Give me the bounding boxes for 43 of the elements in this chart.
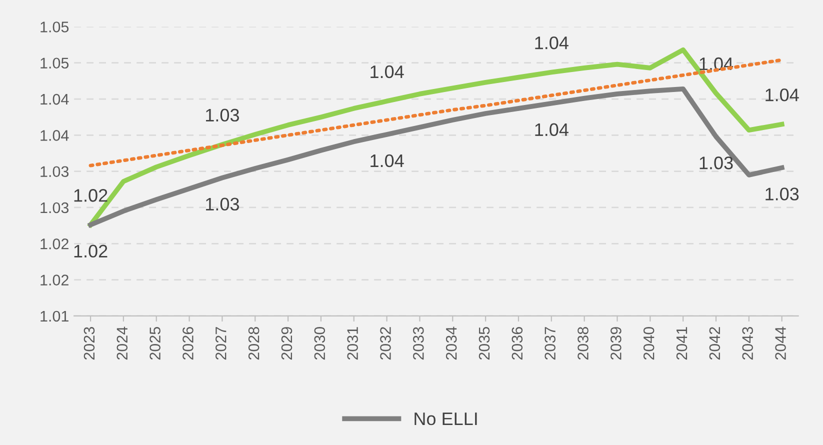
- x-tick-label: 2033: [413, 327, 424, 360]
- x-tick-label: 2044: [775, 326, 786, 360]
- data-label: 1.03: [206, 198, 239, 211]
- y-tick-label: 1.04: [40, 94, 69, 105]
- x-tick-label: 2034: [446, 326, 457, 360]
- data-label: 1.03: [700, 156, 733, 170]
- x-tick-label: 2036: [512, 327, 523, 360]
- y-tick-label: 1.03: [40, 202, 69, 214]
- data-label: 1.04: [766, 88, 799, 102]
- y-tick-label: 1.01: [40, 310, 68, 322]
- data-label: 1.02: [74, 244, 108, 258]
- data-label: 1.03: [766, 188, 799, 200]
- data-label: 1.04: [370, 65, 404, 78]
- y-tick-label: 1.02: [40, 274, 68, 286]
- x-tick-label: 2029: [281, 327, 292, 360]
- x-tick-label: 2041: [676, 327, 688, 360]
- x-tick-label: 2039: [610, 327, 622, 360]
- y-tick-label: 1.05: [40, 58, 69, 69]
- y-tick-label: 1.03: [40, 166, 69, 178]
- x-tick-label: 2037: [544, 327, 556, 360]
- x-tick-label: 2043: [742, 327, 754, 360]
- data-label: 1.02: [74, 189, 108, 202]
- y-tick-label: 1.04: [40, 130, 69, 141]
- x-tick-label: 2025: [150, 327, 160, 360]
- x-tick-label: 2038: [578, 327, 588, 360]
- x-tick-label: 2024: [116, 326, 128, 360]
- x-tick-label: 2023: [84, 327, 95, 360]
- x-tick-label: 2032: [380, 327, 391, 360]
- x-tick-label: 2028: [248, 327, 260, 360]
- data-label: 1.04: [370, 154, 404, 168]
- y-tick-label: 1.05: [40, 22, 69, 32]
- data-label: 1.04: [535, 36, 568, 50]
- x-tick-label: 2026: [182, 327, 194, 360]
- x-tick-label: 2027: [215, 327, 226, 360]
- data-label: 1.03: [206, 108, 239, 122]
- legend-label: No ELLI: [414, 412, 477, 426]
- x-tick-label: 2035: [478, 327, 490, 360]
- y-tick-label: 1.02: [40, 238, 68, 250]
- x-tick-label: 2030: [314, 326, 326, 360]
- x-tick-label: 2040: [643, 326, 654, 360]
- x-tick-label: 2042: [709, 327, 720, 360]
- x-tick-label: 2031: [347, 327, 358, 360]
- data-label: 1.04: [535, 123, 568, 136]
